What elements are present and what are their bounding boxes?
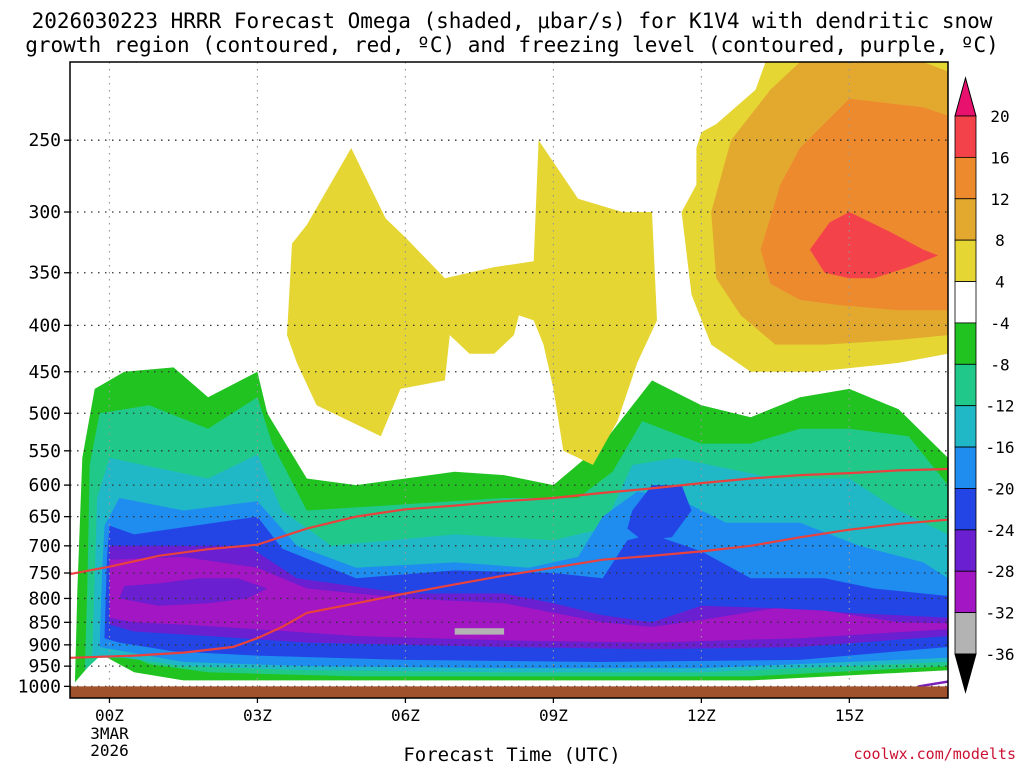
- x-tick-label-15Z: 15Z: [835, 706, 864, 725]
- colorbar-swatch-2: [954, 198, 977, 241]
- colorbar-swatch-12: [954, 612, 977, 655]
- colorbar-label-2: 12: [990, 190, 1009, 209]
- y-tick-label-800: 800: [28, 588, 61, 609]
- colorbar-swatch-7: [954, 405, 977, 448]
- x-tick-label-00Z: 00Z: [95, 706, 124, 725]
- chart-title-line-1: 2026030223 HRRR Forecast Omega (shaded, …: [31, 9, 993, 33]
- colorbar-top-arrow: [954, 76, 977, 117]
- colorbar-label-7: -12: [986, 397, 1015, 416]
- plot-frame: [69, 61, 949, 699]
- y-tick-label-950: 950: [28, 656, 61, 677]
- x-date-label-1: 2026: [90, 741, 129, 760]
- y-tick-label-300: 300: [28, 202, 61, 223]
- y-tick-label-550: 550: [28, 441, 61, 462]
- colorbar-label-6: -8: [990, 355, 1009, 374]
- y-tick-label-450: 450: [28, 362, 61, 383]
- y-tick-label-1000: 1000: [18, 676, 61, 697]
- colorbar-swatch-3: [954, 239, 977, 282]
- x-tick-label-06Z: 06Z: [391, 706, 420, 725]
- y-tick-label-600: 600: [28, 475, 61, 496]
- omega-region-ascent-core-gray: [454, 628, 505, 635]
- colorbar-swatch-1: [954, 156, 977, 200]
- colorbar-label-3: 8: [995, 231, 1005, 250]
- x-tick-label-12Z: 12Z: [687, 706, 716, 725]
- terrain-fill: [70, 686, 948, 698]
- colorbar-swatch-10: [954, 529, 977, 572]
- colorbar-swatch-6: [954, 363, 977, 407]
- y-tick-label-400: 400: [28, 315, 61, 336]
- y-tick-label-500: 500: [28, 403, 61, 424]
- colorbar-label-11: -28: [986, 562, 1015, 581]
- colorbar-label-10: -24: [986, 521, 1015, 540]
- colorbar-label-9: -20: [986, 479, 1015, 498]
- y-tick-label-250: 250: [28, 130, 61, 151]
- chart-title-line-2: growth region (contoured, red, ºC) and f…: [25, 33, 999, 57]
- x-tick-label-09Z: 09Z: [539, 706, 568, 725]
- colorbar-swatch-0: [954, 115, 977, 158]
- colorbar-label-1: 16: [990, 148, 1009, 167]
- colorbar-label-12: -32: [986, 604, 1015, 623]
- y-tick-label-900: 900: [28, 635, 61, 656]
- colorbar-label-4: 4: [995, 273, 1005, 292]
- colorbar-bottom-arrow: [954, 653, 977, 694]
- dgz-upper-contour: [70, 467, 948, 576]
- x-date-label-0: 3MAR: [90, 724, 129, 743]
- colorbar-swatch-8: [954, 446, 977, 489]
- y-tick-label-850: 850: [28, 612, 61, 633]
- colorbar-swatch-5: [954, 322, 977, 365]
- colorbar-label-0: 20: [990, 107, 1009, 126]
- y-tick-label-650: 650: [28, 507, 61, 528]
- omega-region-descent-very-strong: [809, 212, 939, 279]
- omega-region-descent-weak-middle: [287, 140, 657, 465]
- y-tick-label-350: 350: [28, 263, 61, 284]
- y-tick-label-750: 750: [28, 563, 61, 584]
- omega-region-ascent-core-max: [109, 556, 948, 643]
- colorbar-label-13: -36: [986, 645, 1015, 664]
- omega-region-ascent-strong-cell: [627, 485, 692, 541]
- colorbar-label-5: -4: [990, 314, 1009, 333]
- colorbar-swatch-11: [954, 570, 977, 614]
- omega-region-ascent-core-inner: [119, 578, 268, 606]
- source-credit[interactable]: coolwx.com/modelts: [853, 745, 1016, 763]
- colorbar-label-8: -16: [986, 438, 1015, 457]
- dgz-lower-contour: [70, 518, 948, 659]
- y-tick-label-700: 700: [28, 536, 61, 557]
- freezing-level-contour: [918, 680, 948, 688]
- x-axis-label: Forecast Time (UTC): [403, 744, 621, 766]
- colorbar-swatch-9: [954, 488, 977, 531]
- colorbar-swatch-4: [954, 281, 977, 324]
- x-tick-label-03Z: 03Z: [243, 706, 272, 725]
